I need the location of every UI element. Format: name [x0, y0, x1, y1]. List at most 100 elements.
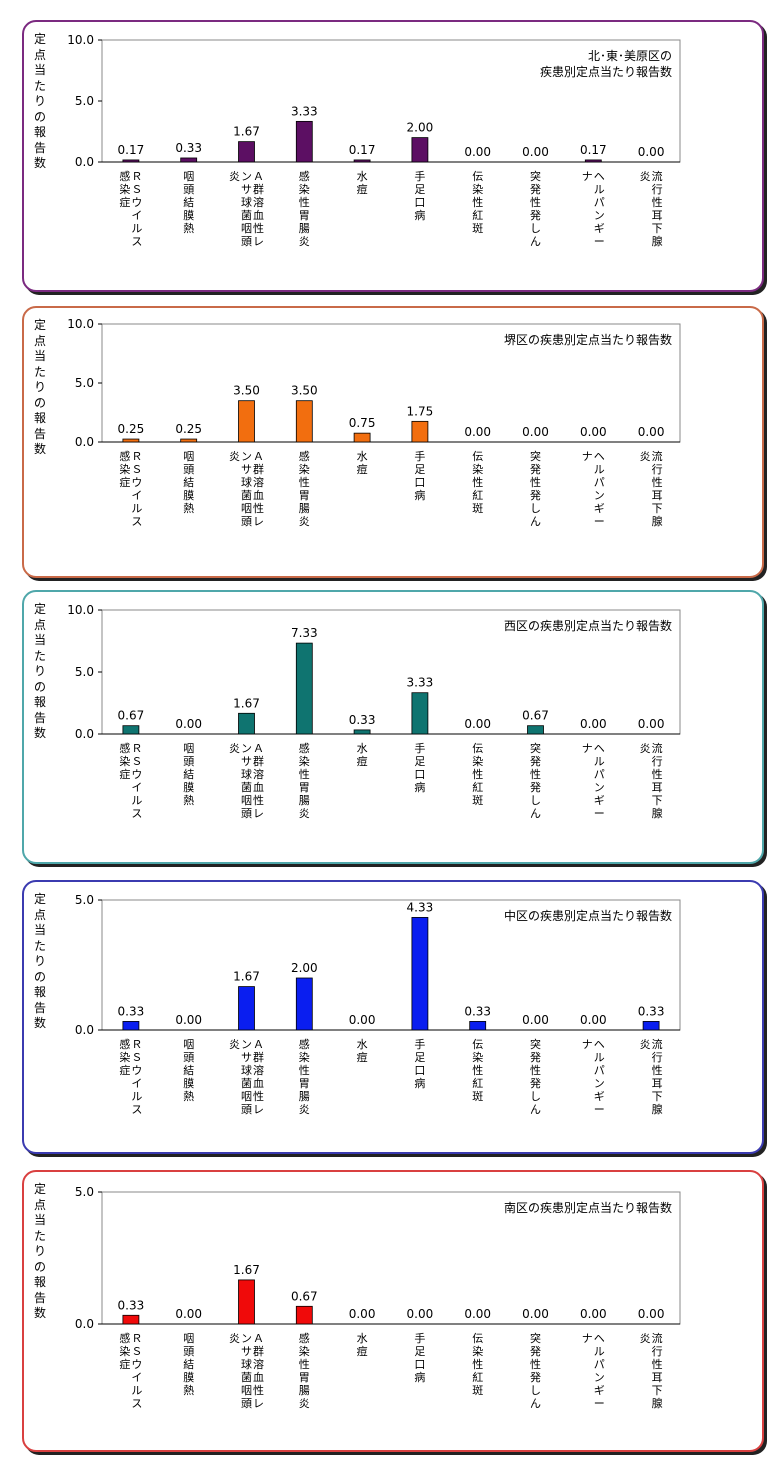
x-tick-char: 感	[299, 170, 310, 183]
chart-panel: 0.0 5.0 10.0 0.67 Ｒ Ｓ ウイルス感染症 0.00 咽頭結膜熱 1.67 Ａ 群溶血…	[22, 590, 764, 864]
data-label: 1.75	[407, 404, 434, 418]
x-tick-char: 突	[530, 169, 541, 183]
x-tick-char: 水	[357, 1038, 368, 1051]
x-tick-char: 斑	[472, 1384, 483, 1397]
chart-panel: 0.0 5.0 10.0 0.17 Ｒ Ｓ ウイルス感染症 0.33 咽頭結膜熱 1.67 Ａ 群溶血…	[22, 20, 764, 292]
x-tick-char: 性	[652, 475, 663, 489]
bar-chart: 0.05.010.00.17ＲＳウイルス感染症0.33咽頭結膜熱1.67Ａ群溶血…	[67, 33, 681, 248]
data-label: 0.17	[349, 143, 376, 157]
x-tick-char: 咽	[241, 1384, 252, 1397]
x-tick-char: 性	[253, 793, 264, 807]
x-tick-char: ヘ	[594, 1332, 605, 1345]
x-tick-char: 咽	[183, 1038, 194, 1051]
x-tick-char: 性	[299, 1063, 310, 1077]
x-tick-char: 斑	[472, 502, 483, 515]
data-label: 0.00	[638, 145, 665, 159]
data-label: 3.50	[233, 384, 260, 398]
x-tick-char: 頭	[241, 1397, 252, 1410]
x-tick-char: 水	[357, 1332, 368, 1345]
x-tick-char: Ｓ	[131, 463, 142, 476]
x-tick-char: ス	[131, 235, 142, 248]
x-tick-char: 腺	[652, 514, 663, 528]
x-tick-char: パ	[594, 768, 605, 781]
data-label: 0.00	[522, 1013, 549, 1027]
x-tick-char: 熱	[183, 502, 194, 515]
data-label: 0.00	[580, 1307, 607, 1321]
x-tick-char: 性	[299, 195, 310, 209]
x-tick-char: ル	[594, 1345, 605, 1358]
x-tick-char: イ	[131, 781, 142, 794]
x-tick-char: 血	[253, 208, 264, 222]
x-tick-char: 病	[414, 1370, 425, 1384]
x-tick-char: パ	[594, 196, 605, 209]
x-tick-char: イ	[131, 1077, 142, 1090]
x-tick-char: レ	[253, 1103, 264, 1116]
data-label: 0.25	[175, 422, 202, 436]
x-tick-char: 性	[299, 1357, 310, 1371]
x-tick-char: Ｓ	[131, 1345, 142, 1358]
x-tick-char: 突	[530, 741, 541, 755]
x-tick-char: 手	[414, 741, 425, 755]
x-tick-char: 流	[652, 1037, 663, 1051]
x-tick-char: レ	[253, 235, 264, 248]
x-tick-char: 流	[652, 1331, 663, 1345]
x-tick-char: 痘	[357, 1050, 368, 1064]
x-tick-char: Ｓ	[131, 755, 142, 768]
y-axis-label: 定点当たりの報告数	[33, 318, 46, 456]
x-tick-char: 球	[241, 767, 252, 781]
x-tick-char: Ａ	[253, 742, 264, 755]
x-tick-char: 手	[414, 1037, 425, 1051]
x-tick-char: 流	[652, 169, 663, 183]
x-tick-char: 腺	[652, 234, 663, 248]
x-tick-char: ウ	[131, 1064, 142, 1077]
x-tick-char: 斑	[472, 794, 483, 807]
x-tick-char: 染	[119, 462, 130, 476]
x-tick-char: レ	[253, 1397, 264, 1410]
y-axis-label: 定点当たりの報告数	[33, 892, 46, 1030]
chart-title-line: 疾患別定点当たり報告数	[539, 65, 672, 79]
x-tick-char: ん	[530, 1103, 541, 1116]
bar	[411, 692, 429, 735]
x-tick-char: 水	[357, 170, 368, 183]
x-tick-char: 熱	[183, 794, 194, 807]
bar-chart: 0.05.010.00.25ＲＳウイルス感染症0.25咽頭結膜熱3.50Ａ群溶血…	[67, 317, 681, 528]
x-tick-char: し	[530, 222, 541, 235]
x-tick-char: Ａ	[253, 170, 264, 183]
x-tick-char: 伝	[472, 1038, 483, 1051]
x-tick-char: ギ	[594, 1384, 605, 1397]
x-tick-char: 病	[414, 488, 425, 502]
x-tick-char: パ	[594, 1358, 605, 1371]
x-tick-char: Ｒ	[131, 450, 142, 463]
x-tick-char: レ	[253, 807, 264, 820]
x-tick-char: 足	[414, 1345, 425, 1358]
x-tick-char: 菌	[241, 489, 252, 502]
x-tick-char: 炎	[299, 515, 310, 528]
data-label: 0.67	[291, 1289, 318, 1303]
data-label: 0.00	[464, 145, 491, 159]
x-tick-char: ス	[131, 1103, 142, 1116]
x-tick-char: 頭	[241, 807, 252, 820]
data-label: 0.00	[580, 1013, 607, 1027]
x-tick-char: 胃	[299, 1077, 310, 1090]
bar	[238, 712, 255, 735]
x-tick-char: 咽	[183, 1332, 194, 1345]
bar	[180, 157, 198, 163]
x-tick-char: 発	[530, 1050, 541, 1064]
x-tick-char: Ａ	[253, 1038, 264, 1051]
x-tick-char: 炎	[640, 1038, 651, 1051]
data-label: 0.25	[118, 422, 145, 436]
x-tick-char: 頭	[183, 1345, 194, 1358]
data-label: 0.33	[638, 1004, 665, 1018]
chart-title: 南区の疾患別定点当たり報告数	[504, 1200, 672, 1216]
x-tick-char: ー	[594, 1397, 605, 1410]
x-tick-char: 結	[183, 195, 194, 209]
x-tick-char: ギ	[594, 502, 605, 515]
